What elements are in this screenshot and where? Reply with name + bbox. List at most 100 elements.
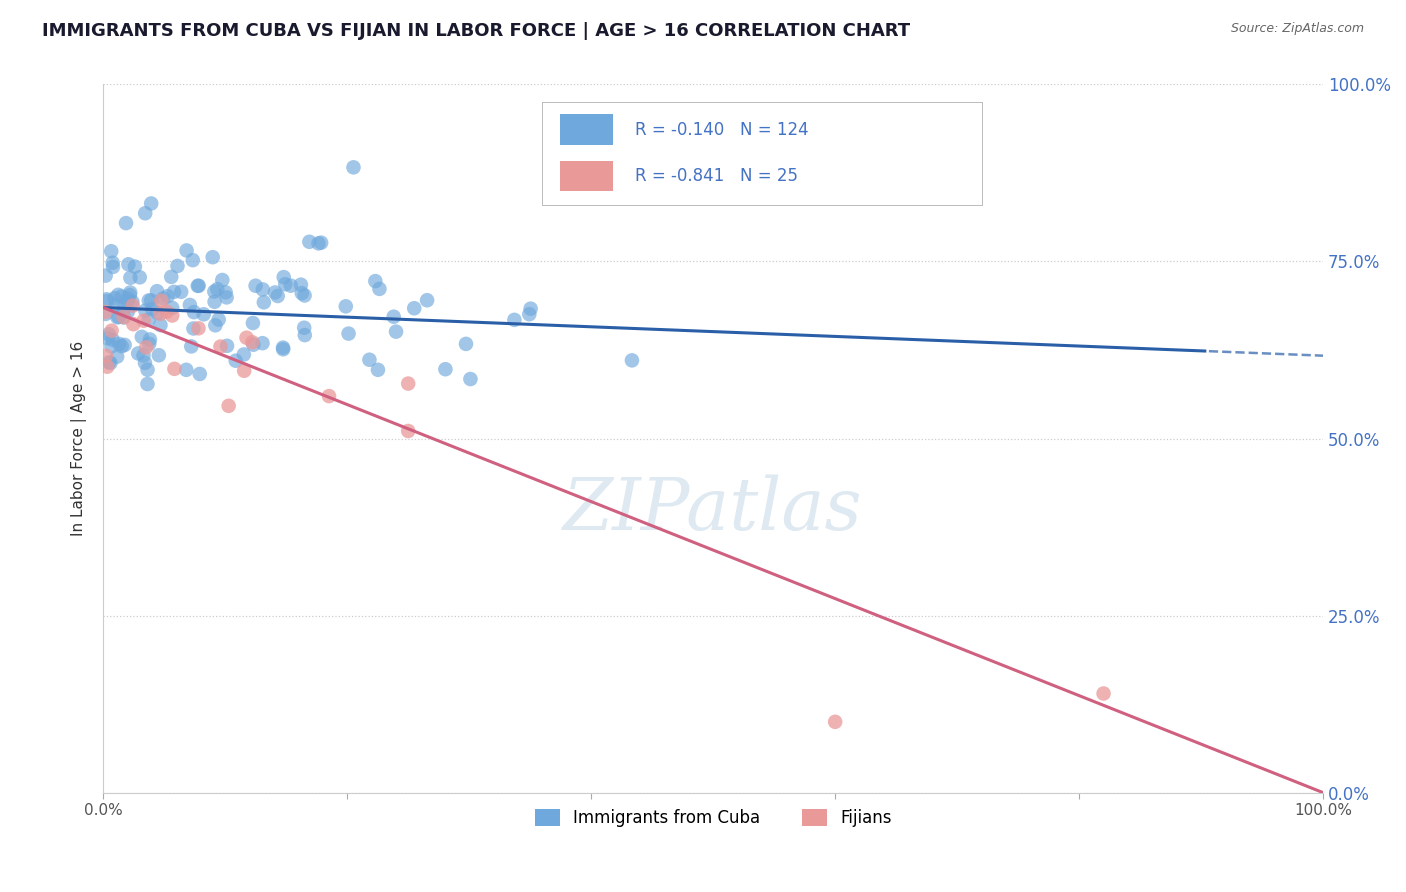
Point xyxy=(134,206,156,220)
Point xyxy=(294,328,316,343)
Point xyxy=(218,399,240,413)
Point xyxy=(273,270,295,285)
Point xyxy=(100,244,122,259)
Point xyxy=(134,303,156,318)
Point xyxy=(94,305,117,319)
Point xyxy=(136,377,159,392)
Point xyxy=(94,268,117,283)
Point xyxy=(188,367,211,381)
Point xyxy=(121,299,143,313)
Point xyxy=(96,293,118,307)
Point xyxy=(252,336,274,351)
Point xyxy=(396,376,419,391)
Point xyxy=(176,244,198,258)
Point xyxy=(124,260,146,274)
Point xyxy=(117,294,139,309)
Point xyxy=(97,327,120,342)
Point xyxy=(101,333,124,347)
Point xyxy=(163,285,186,299)
Point xyxy=(337,326,360,341)
Point xyxy=(204,318,226,333)
Y-axis label: In Labor Force | Age > 16: In Labor Force | Age > 16 xyxy=(72,341,87,536)
Point xyxy=(225,353,247,368)
Point xyxy=(156,304,179,318)
Point xyxy=(396,424,419,438)
Point xyxy=(166,259,188,273)
Point xyxy=(114,338,136,352)
Point xyxy=(187,321,209,335)
Point xyxy=(1092,686,1115,700)
Point xyxy=(179,298,201,312)
Point xyxy=(134,356,156,370)
Point xyxy=(101,256,124,270)
Point xyxy=(211,273,233,287)
Point xyxy=(120,270,142,285)
Point xyxy=(245,278,267,293)
Point xyxy=(209,340,232,354)
Point xyxy=(112,310,135,325)
Point xyxy=(149,307,172,321)
Point xyxy=(148,348,170,362)
Text: Source: ZipAtlas.com: Source: ZipAtlas.com xyxy=(1230,22,1364,36)
Point xyxy=(120,285,142,300)
Point xyxy=(128,270,150,285)
Point xyxy=(207,282,229,296)
Point xyxy=(98,355,121,369)
Point xyxy=(139,333,162,347)
Point xyxy=(201,250,224,264)
Point xyxy=(100,324,122,338)
Point xyxy=(367,363,389,377)
Point xyxy=(100,339,122,353)
Point xyxy=(135,340,157,354)
Point xyxy=(193,307,215,321)
Point xyxy=(160,309,183,323)
Point xyxy=(187,278,209,293)
Point xyxy=(359,352,381,367)
Point xyxy=(503,313,526,327)
Point xyxy=(132,314,155,328)
Point xyxy=(150,293,173,308)
Point xyxy=(94,349,117,363)
Point xyxy=(385,325,408,339)
Point xyxy=(96,293,118,308)
Point xyxy=(146,284,169,298)
Point xyxy=(111,339,134,353)
Point xyxy=(202,285,225,299)
Point xyxy=(382,310,405,324)
Point xyxy=(264,285,287,300)
Point xyxy=(434,362,457,376)
Point xyxy=(291,286,314,301)
Point xyxy=(122,317,145,331)
Point xyxy=(170,285,193,299)
Point xyxy=(101,260,124,274)
Point xyxy=(96,359,118,374)
Point xyxy=(149,318,172,332)
Point xyxy=(138,312,160,326)
Point xyxy=(146,306,169,320)
Point xyxy=(104,298,127,312)
Point xyxy=(112,310,135,324)
Point xyxy=(215,290,238,304)
Point xyxy=(271,343,294,357)
Point xyxy=(309,235,332,250)
Point xyxy=(108,337,131,351)
Point xyxy=(107,310,129,325)
Point xyxy=(342,161,364,175)
Point xyxy=(242,337,264,351)
Point xyxy=(460,372,482,386)
Point xyxy=(232,347,254,361)
Point xyxy=(156,289,179,303)
Point xyxy=(235,331,257,345)
Point xyxy=(252,283,274,297)
Point xyxy=(180,339,202,353)
Point xyxy=(824,714,846,729)
Point xyxy=(152,292,174,306)
Point xyxy=(242,316,264,330)
Point xyxy=(110,289,132,303)
Point xyxy=(131,330,153,344)
Point xyxy=(214,285,236,300)
Point xyxy=(141,301,163,316)
Point xyxy=(404,301,426,316)
Point xyxy=(517,307,540,321)
Point xyxy=(368,282,391,296)
